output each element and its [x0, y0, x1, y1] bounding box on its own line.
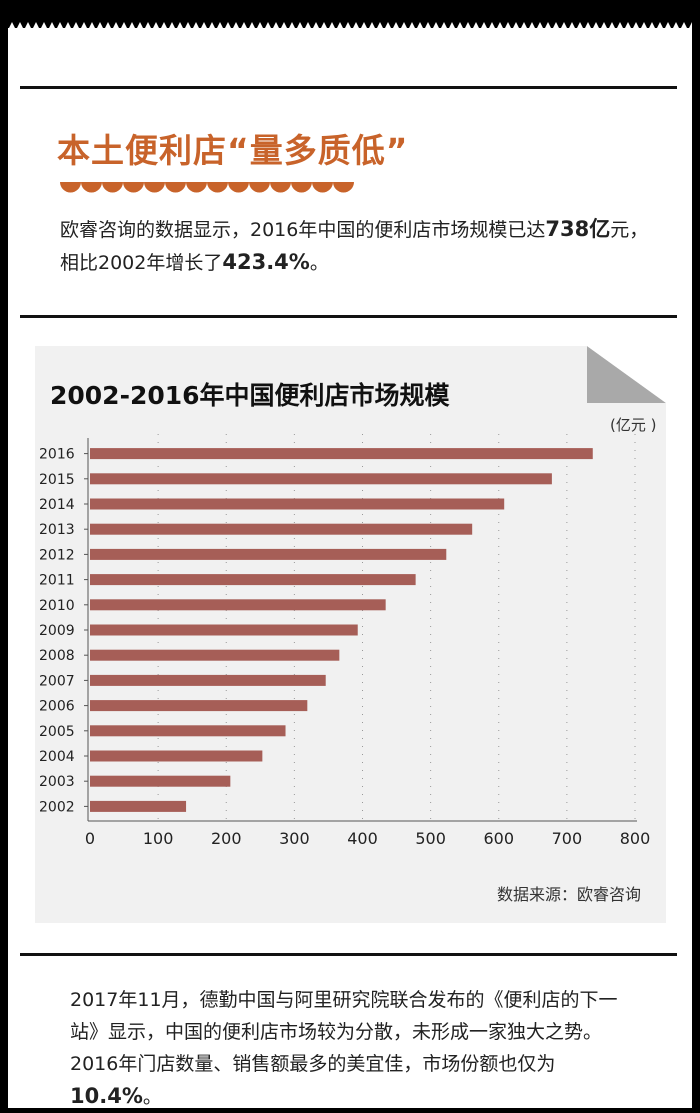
- bar-2016: [90, 448, 593, 460]
- x-tick-label: 200: [211, 829, 242, 848]
- bar-2011: [90, 574, 416, 586]
- scallop-shape: [291, 182, 312, 193]
- body-text: 2017年11月，德勤中国与阿里研究院联合发布的《便利店的下一站》显示，中国的便…: [70, 989, 618, 1075]
- y-tick-label: 2003: [39, 774, 75, 790]
- bar-2004: [90, 750, 263, 762]
- y-tick-label: 2013: [39, 522, 75, 538]
- y-tick-label: 2002: [39, 799, 75, 815]
- x-tick-label: 100: [143, 829, 174, 848]
- page-corner-fold: [587, 346, 666, 403]
- y-tick-label: 2016: [39, 447, 75, 463]
- body-paragraph: 2017年11月，德勤中国与阿里研究院联合发布的《便利店的下一站》显示，中国的便…: [70, 984, 640, 1113]
- x-tick-label: 400: [347, 829, 378, 848]
- y-tick-label: 2012: [39, 547, 75, 563]
- body-share: 10.4%: [70, 1084, 143, 1108]
- bar-2003: [90, 775, 231, 787]
- scallop-shape: [186, 182, 207, 193]
- bar-2009: [90, 624, 358, 636]
- y-tick-label: 2014: [39, 497, 75, 513]
- y-tick-label: 2010: [39, 598, 75, 614]
- divider-bottom: [20, 953, 677, 956]
- bar-2007: [90, 674, 326, 686]
- x-tick-label: 800: [620, 829, 651, 848]
- intro-paragraph: 欧睿咨询的数据显示，2016年中国的便利店市场规模已达738亿元，相比2002年…: [60, 213, 660, 279]
- x-tick-label: 0: [85, 829, 95, 848]
- intro-text-1: 欧睿咨询的数据显示，2016年中国的便利店市场规模已达: [60, 219, 546, 241]
- y-tick-label: 2007: [39, 673, 75, 689]
- section-headline: 本土便利店“量多质低”: [57, 131, 409, 170]
- intro-value: 738: [545, 217, 590, 241]
- x-tick-label: 300: [279, 829, 310, 848]
- intro-unit: 亿: [589, 217, 611, 241]
- bar-chart: 2016201520142013201220112010200920082007…: [39, 434, 651, 848]
- bar-2010: [90, 599, 386, 611]
- chart-source: 数据来源：欧睿咨询: [497, 885, 642, 904]
- scallop-shape: [144, 182, 165, 193]
- scallop-shape: [207, 182, 228, 193]
- bar-2014: [90, 498, 505, 510]
- chart-panel: 2002-2016年中国便利店市场规模 (亿元 ) 2016 2015 2014 20…: [35, 346, 666, 923]
- y-tick-label: 2006: [39, 699, 75, 715]
- scallop-decoration: [60, 182, 354, 193]
- bar-2012: [90, 548, 447, 560]
- chart-title: 2002-2016年中国便利店市场规模: [50, 381, 450, 410]
- scallop-shape: [228, 182, 249, 193]
- body-text-end: 。: [142, 1086, 162, 1108]
- scallop-shape: [165, 182, 186, 193]
- scallop-shape: [102, 182, 123, 193]
- intro-text-2: 元，相比2002年增长了: [60, 219, 649, 274]
- scallop-shape: [312, 182, 333, 193]
- y-tick-label: 2015: [39, 472, 75, 488]
- divider-top: [20, 86, 677, 89]
- y-tick-label: 2011: [39, 573, 75, 589]
- scallop-shape: [60, 182, 81, 193]
- scallop-shape: [123, 182, 144, 193]
- scallop-shape: [270, 182, 291, 193]
- scallop-shape: [249, 182, 270, 193]
- intro-text-end: 。: [309, 252, 329, 274]
- x-tick-label: 500: [415, 829, 446, 848]
- bar-2005: [90, 725, 286, 737]
- y-tick-label: 2004: [39, 749, 75, 765]
- y-tick-label: 2009: [39, 623, 75, 639]
- scallop-shape: [333, 182, 354, 193]
- divider-middle: [20, 315, 677, 318]
- intro-growth: 423.4%: [222, 250, 310, 274]
- x-tick-label: 700: [552, 829, 583, 848]
- bar-2002: [90, 800, 187, 812]
- bar-2015: [90, 473, 552, 485]
- chart-unit-label: (亿元 ): [610, 416, 657, 434]
- scallop-shape: [81, 182, 102, 193]
- x-tick-label: 600: [483, 829, 514, 848]
- bar-2006: [90, 700, 308, 712]
- y-tick-label: 2005: [39, 724, 75, 740]
- bar-2013: [90, 523, 473, 535]
- bar-2008: [90, 649, 340, 661]
- y-tick-label: 2008: [39, 648, 75, 664]
